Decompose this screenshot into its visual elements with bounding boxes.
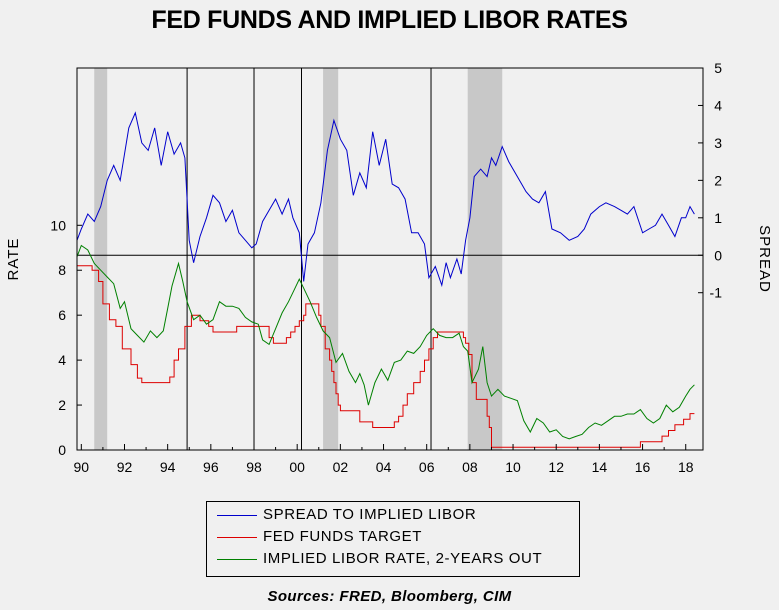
x-tick-label: 96: [203, 459, 219, 475]
legend-swatch-fedfunds: [217, 537, 257, 538]
legend: SPREAD TO IMPLIED LIBOR FED FUNDS TARGET…: [206, 501, 580, 577]
chart-title: FED FUNDS AND IMPLIED LIBOR RATES: [151, 6, 628, 34]
x-tick-label: 94: [160, 459, 176, 475]
series-lines: [76, 111, 695, 448]
right-tick-label: 3: [714, 135, 722, 151]
right-axis-title: SPREAD: [756, 225, 773, 293]
x-tick-label: 08: [462, 459, 478, 475]
x-axis-ticks: 90 92 94 96 98 00 02 04 06 08 10 12 14 16 18: [74, 444, 694, 475]
legend-item-fedfunds: FED FUNDS TARGET: [207, 528, 579, 548]
legend-item-spread: SPREAD TO IMPLIED LIBOR: [207, 506, 579, 526]
x-tick-label: 10: [505, 459, 521, 475]
source-note: Sources: FRED, Bloomberg, CIM: [267, 588, 512, 605]
left-tick-label: 8: [58, 262, 66, 278]
right-tick-label: 0: [714, 247, 722, 263]
left-tick-label: 4: [58, 352, 66, 368]
right-tick-label: 5: [714, 60, 722, 76]
x-tick-label: 92: [117, 459, 133, 475]
x-tick-label: 14: [592, 459, 608, 475]
left-axis-ticks: 0 2 4 6 8 10: [50, 217, 82, 458]
x-tick-label: 16: [635, 459, 651, 475]
x-tick-label: 98: [246, 459, 262, 475]
right-tick-label: -1: [710, 285, 723, 301]
x-tick-label: 06: [419, 459, 435, 475]
x-tick-label: 00: [289, 459, 305, 475]
legend-label-fedfunds: FED FUNDS TARGET: [263, 528, 423, 545]
x-tick-label: 12: [548, 459, 564, 475]
series-line-libor: [76, 244, 695, 440]
x-tick-label: 02: [333, 459, 349, 475]
left-tick-label: 0: [58, 442, 66, 458]
legend-swatch-libor: [217, 559, 257, 560]
right-tick-label: 2: [714, 172, 722, 188]
left-tick-label: 2: [58, 397, 66, 413]
recession-shading: [94, 68, 503, 450]
legend-label-spread: SPREAD TO IMPLIED LIBOR: [263, 506, 477, 523]
legend-swatch-spread: [217, 515, 257, 516]
recession-band: [467, 68, 503, 450]
legend-item-libor: IMPLIED LIBOR RATE, 2-YEARS OUT: [207, 550, 579, 570]
legend-label-libor: IMPLIED LIBOR RATE, 2-YEARS OUT: [263, 550, 543, 567]
right-tick-label: 1: [714, 210, 722, 226]
left-tick-label: 6: [58, 307, 66, 323]
recession-band: [94, 68, 108, 450]
series-line-fedfunds: [77, 265, 695, 448]
x-tick-label: 04: [376, 459, 392, 475]
right-tick-label: 4: [714, 97, 722, 113]
x-tick-label: 90: [74, 459, 90, 475]
left-tick-label: 10: [50, 217, 66, 233]
vertical-markers: [186, 68, 432, 450]
right-axis-ticks: -1 0 1 2 3 4 5: [698, 60, 722, 301]
x-tick-label: 18: [678, 459, 694, 475]
series-line-spread: [76, 111, 695, 288]
plot-frame: [76, 67, 704, 451]
left-axis-title: RATE: [5, 238, 22, 281]
